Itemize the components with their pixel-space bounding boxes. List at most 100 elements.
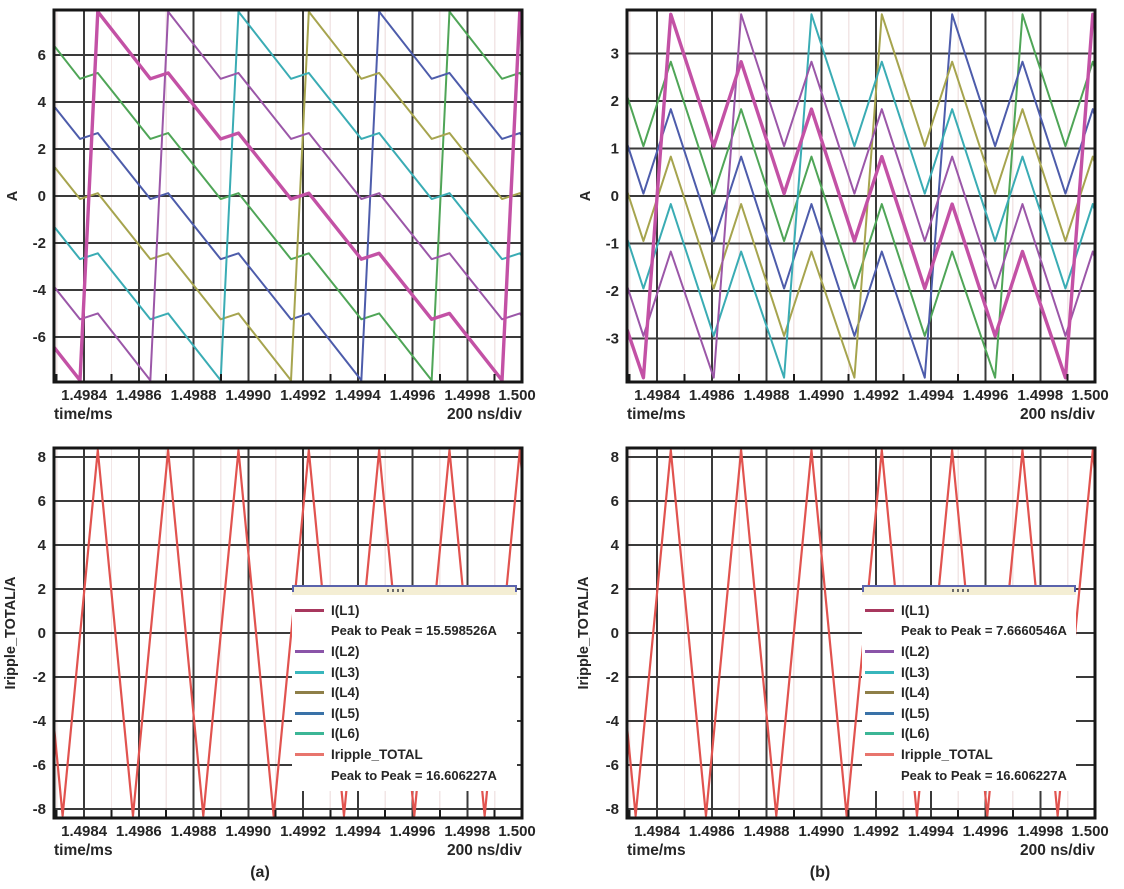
y-tick-label: 4 [611, 537, 620, 554]
x-tick-label: 1.4986 [116, 823, 162, 840]
legend-entry: I(L5) [292, 703, 517, 724]
x-tick-label: 1.4984 [634, 823, 681, 840]
legend-entry: I(L1) [292, 600, 517, 621]
y-tick-label: 8 [611, 449, 619, 466]
legend-label: I(L5) [331, 705, 360, 721]
y-tick-label: -4 [606, 713, 620, 730]
y-tick-label: -1 [606, 235, 619, 252]
legend-entry: I(L6) [292, 724, 517, 745]
x-tick-label: 1.4988 [744, 387, 790, 404]
trace-l1 [54, 9, 522, 383]
y-tick-label: -8 [606, 801, 619, 818]
x-tick-label: 1.500 [1071, 823, 1109, 840]
x-tick-label: 1.4992 [280, 823, 326, 840]
legend-entry: Iripple_TOTAL [862, 744, 1076, 765]
x-tick-label: 1.4984 [61, 823, 108, 840]
legend-label: I(L3) [901, 664, 930, 680]
x-tick-label: 1.4986 [689, 823, 735, 840]
y-tick-label: 6 [611, 493, 619, 510]
legend-peak-note: Peak to Peak = 15.598526A [292, 621, 517, 642]
y-tick-label: 0 [611, 625, 619, 642]
x-tick-label: 1.4992 [853, 387, 899, 404]
legend-label: I(L4) [901, 685, 930, 701]
legend-label: Iripple_TOTAL [331, 746, 423, 762]
legend-swatch [865, 711, 894, 715]
x-tick-label: 1.4998 [1017, 823, 1063, 840]
legend-entry: I(L3) [292, 662, 517, 683]
x-tick-label: 1.4996 [390, 387, 436, 404]
plot-frame [52, 8, 524, 384]
x-tick-label: 1.4996 [390, 823, 436, 840]
trace-l2 [54, 10, 522, 382]
legend-label: I(L2) [901, 643, 930, 659]
y-tick-label: 2 [611, 93, 619, 110]
legend-label: I(L6) [331, 726, 360, 742]
legend-swatch [295, 732, 324, 736]
legend-label: I(L5) [901, 705, 930, 721]
x-tick-label: 1.4990 [798, 387, 844, 404]
y-tick-label: -8 [33, 801, 46, 818]
y-tick-label: 0 [38, 625, 46, 642]
legend-label: I(L1) [901, 602, 930, 618]
y-tick-label: 6 [38, 47, 46, 64]
x-tick-label: 1.4990 [225, 823, 271, 840]
legend-swatch [295, 711, 324, 715]
x-tick-label: 1.4992 [280, 387, 326, 404]
legend-label: Iripple_TOTAL [901, 746, 993, 762]
legend-swatch [865, 608, 894, 612]
x-axis-scale-note: 200 ns/div [447, 406, 522, 423]
y-axis-label: A [5, 190, 21, 201]
x-tick-label: 1.4986 [689, 387, 735, 404]
legend-peak-note: Peak to Peak = 7.6660546A [862, 621, 1076, 642]
x-axis-label: time/ms [54, 406, 113, 423]
y-tick-label: -6 [33, 329, 46, 346]
y-tick-label: -2 [606, 283, 619, 300]
legend-entry: I(L6) [862, 724, 1076, 745]
legend-note-text: Peak to Peak = 7.6660546A [901, 623, 1067, 639]
x-tick-label: 1.4988 [171, 387, 217, 404]
caption-a: (a) [250, 864, 270, 881]
x-tick-label: 1.4988 [744, 823, 790, 840]
y-tick-label: -4 [33, 713, 47, 730]
y-tick-label: 6 [38, 493, 46, 510]
legend-entry: I(L3) [862, 662, 1076, 683]
legend-swatch [865, 649, 894, 653]
x-tick-label: 1.4990 [225, 387, 271, 404]
y-axis-label: Iripple_TOTAL/A [3, 576, 19, 690]
x-tick-label: 1.4994 [908, 387, 955, 404]
y-tick-label: -2 [33, 235, 46, 252]
trace-l3 [627, 13, 1095, 379]
legend-entry: I(L2) [292, 641, 517, 662]
y-tick-label: -3 [606, 330, 619, 347]
y-tick-label: 3 [611, 46, 619, 63]
trace-l4 [54, 10, 522, 382]
legend-swatch [295, 670, 324, 674]
plot-frame [625, 446, 1097, 820]
y-tick-label: 2 [38, 141, 46, 158]
x-tick-label: 1.4988 [171, 823, 217, 840]
legend-swatch [295, 649, 324, 653]
legend-entry: I(L2) [862, 641, 1076, 662]
legend-peak-note: Peak to Peak = 16.606227A [862, 765, 1076, 786]
x-tick-label: 1.500 [498, 387, 536, 404]
y-tick-label: 0 [611, 188, 619, 205]
legend-swatch [865, 752, 894, 756]
x-axis-label: time/ms [627, 842, 686, 859]
x-tick-label: 1.4994 [908, 823, 955, 840]
x-tick-label: 1.4992 [853, 823, 899, 840]
plot-frame [625, 8, 1097, 384]
x-tick-label: 1.4996 [963, 387, 1009, 404]
x-tick-label: 1.4994 [335, 387, 382, 404]
x-tick-label: 1.500 [498, 823, 536, 840]
x-tick-label: 1.4990 [798, 823, 844, 840]
x-axis-label: time/ms [627, 406, 686, 423]
caption-b: (b) [809, 864, 831, 881]
y-tick-label: 4 [38, 537, 47, 554]
trace-l2 [627, 13, 1095, 379]
wave-area [54, 9, 522, 383]
wave-area [627, 12, 1095, 380]
legend-swatch [865, 691, 894, 695]
plot-frame [52, 446, 524, 820]
legend-body: I(L1) Peak to Peak = 7.6660546A I(L2) I(L3)… [862, 595, 1076, 785]
